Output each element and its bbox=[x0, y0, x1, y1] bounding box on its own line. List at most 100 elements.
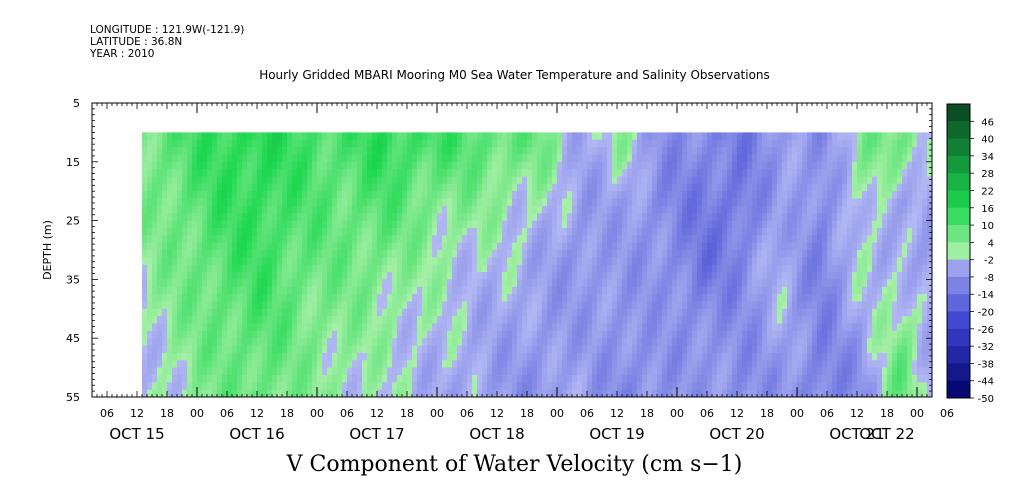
heatmap-cell bbox=[672, 272, 678, 280]
heatmap-cell bbox=[452, 191, 458, 199]
heatmap-cell bbox=[702, 198, 708, 207]
heatmap-cell bbox=[562, 264, 568, 273]
heatmap-cell bbox=[257, 279, 263, 288]
heatmap-cell bbox=[277, 323, 283, 332]
heatmap-cell bbox=[777, 139, 783, 148]
heatmap-cell bbox=[302, 205, 308, 214]
heatmap-cell bbox=[357, 169, 363, 177]
heatmap-cell bbox=[247, 308, 253, 317]
heatmap-cell bbox=[267, 279, 273, 288]
heatmap-cell bbox=[522, 272, 528, 280]
heatmap-cell bbox=[507, 360, 513, 368]
heatmap-cell bbox=[182, 301, 188, 310]
heatmap-cell bbox=[622, 382, 628, 391]
heatmap-cell bbox=[382, 308, 388, 317]
heatmap-cell bbox=[762, 250, 768, 258]
heatmap-cell bbox=[197, 161, 203, 170]
heatmap-cell bbox=[812, 235, 818, 244]
heatmap-cell bbox=[817, 242, 823, 251]
heatmap-cell bbox=[292, 257, 298, 266]
heatmap-cell bbox=[217, 169, 223, 177]
heatmap-cell bbox=[787, 242, 793, 251]
heatmap-cell bbox=[662, 213, 668, 221]
heatmap-cell bbox=[572, 235, 578, 244]
heatmap-cell bbox=[377, 213, 383, 221]
heatmap-cell bbox=[147, 308, 153, 317]
heatmap-cell bbox=[597, 301, 603, 310]
heatmap-cell bbox=[242, 374, 248, 383]
heatmap-cell bbox=[607, 316, 613, 324]
heatmap-cell bbox=[387, 286, 393, 295]
heatmap-cell bbox=[707, 132, 713, 141]
heatmap-cell bbox=[307, 338, 313, 346]
heatmap-cell bbox=[392, 257, 398, 266]
heatmap-cell bbox=[567, 227, 573, 236]
heatmap-cell bbox=[487, 250, 493, 258]
heatmap-cell bbox=[737, 213, 743, 221]
heatmap-cell bbox=[707, 198, 713, 207]
heatmap-cell bbox=[387, 367, 393, 376]
heatmap-cell bbox=[587, 227, 593, 236]
heatmap-cell bbox=[697, 330, 703, 339]
heatmap-cell bbox=[722, 279, 728, 288]
heatmap-cell bbox=[372, 205, 378, 214]
heatmap-cell bbox=[817, 205, 823, 214]
heatmap-cell bbox=[552, 161, 558, 170]
heatmap-cell bbox=[802, 345, 808, 354]
heatmap-cell bbox=[477, 286, 483, 295]
heatmap-cell bbox=[597, 316, 603, 324]
heatmap-cell bbox=[282, 191, 288, 199]
heatmap-cell bbox=[632, 250, 638, 258]
heatmap-cell bbox=[487, 360, 493, 368]
heatmap-cell bbox=[612, 176, 618, 185]
heatmap-cell bbox=[517, 250, 523, 258]
heatmap-cell bbox=[537, 161, 543, 170]
heatmap-cell bbox=[347, 286, 353, 295]
heatmap-cell bbox=[562, 323, 568, 332]
heatmap-cell bbox=[237, 235, 243, 244]
heatmap-cell bbox=[382, 330, 388, 339]
heatmap-cell bbox=[667, 161, 673, 170]
heatmap-cell bbox=[402, 382, 408, 391]
heatmap-cell bbox=[367, 294, 373, 302]
heatmap-cell bbox=[197, 264, 203, 273]
heatmap-cell bbox=[597, 264, 603, 273]
heatmap-cell bbox=[622, 132, 628, 141]
heatmap-cell bbox=[187, 227, 193, 236]
heatmap-cell bbox=[737, 257, 743, 266]
heatmap-cell bbox=[182, 235, 188, 244]
heatmap-cell bbox=[802, 139, 808, 148]
heatmap-cell bbox=[777, 382, 783, 391]
heatmap-cell bbox=[832, 279, 838, 288]
heatmap-cell bbox=[327, 294, 333, 302]
heatmap-cell bbox=[387, 316, 393, 324]
heatmap-cell bbox=[287, 242, 293, 251]
heatmap-cell bbox=[607, 161, 613, 170]
heatmap-cell bbox=[202, 323, 208, 332]
heatmap-cell bbox=[782, 147, 788, 155]
heatmap-cell bbox=[332, 161, 338, 170]
heatmap-cell bbox=[442, 360, 448, 368]
heatmap-cell bbox=[167, 213, 173, 221]
heatmap-cell bbox=[607, 367, 613, 376]
heatmap-cell bbox=[717, 176, 723, 185]
heatmap-cell bbox=[682, 147, 688, 155]
heatmap-cell bbox=[262, 301, 268, 310]
heatmap-cell bbox=[617, 235, 623, 244]
heatmap-cell bbox=[312, 139, 318, 148]
heatmap-cell bbox=[202, 382, 208, 391]
heatmap-cell bbox=[142, 213, 148, 221]
heatmap-cell bbox=[182, 382, 188, 391]
heatmap-cell bbox=[227, 294, 233, 302]
heatmap-cell bbox=[502, 316, 508, 324]
heatmap-cell bbox=[332, 374, 338, 383]
heatmap-cell bbox=[762, 147, 768, 155]
heatmap-cell bbox=[582, 183, 588, 192]
heatmap-cell bbox=[242, 272, 248, 280]
heatmap-cell bbox=[237, 374, 243, 383]
heatmap-cell bbox=[532, 345, 538, 354]
heatmap-cell bbox=[802, 352, 808, 361]
heatmap-cell bbox=[692, 220, 698, 229]
heatmap-cell bbox=[797, 139, 803, 148]
heatmap-cell bbox=[262, 161, 268, 170]
